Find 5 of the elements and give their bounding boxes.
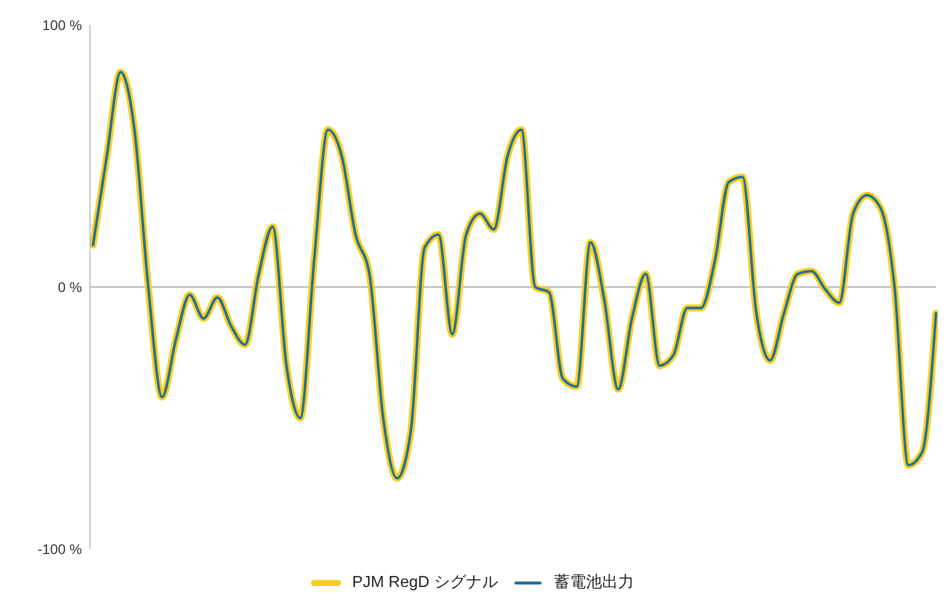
y-tick-label: 0 % — [58, 278, 82, 295]
y-tick-label: -100 % — [38, 540, 82, 557]
y-tick-label: 100 % — [42, 16, 82, 33]
legend-label: 蓄電池出力 — [554, 572, 634, 593]
legend-label: PJM RegD シグナル — [352, 573, 498, 593]
